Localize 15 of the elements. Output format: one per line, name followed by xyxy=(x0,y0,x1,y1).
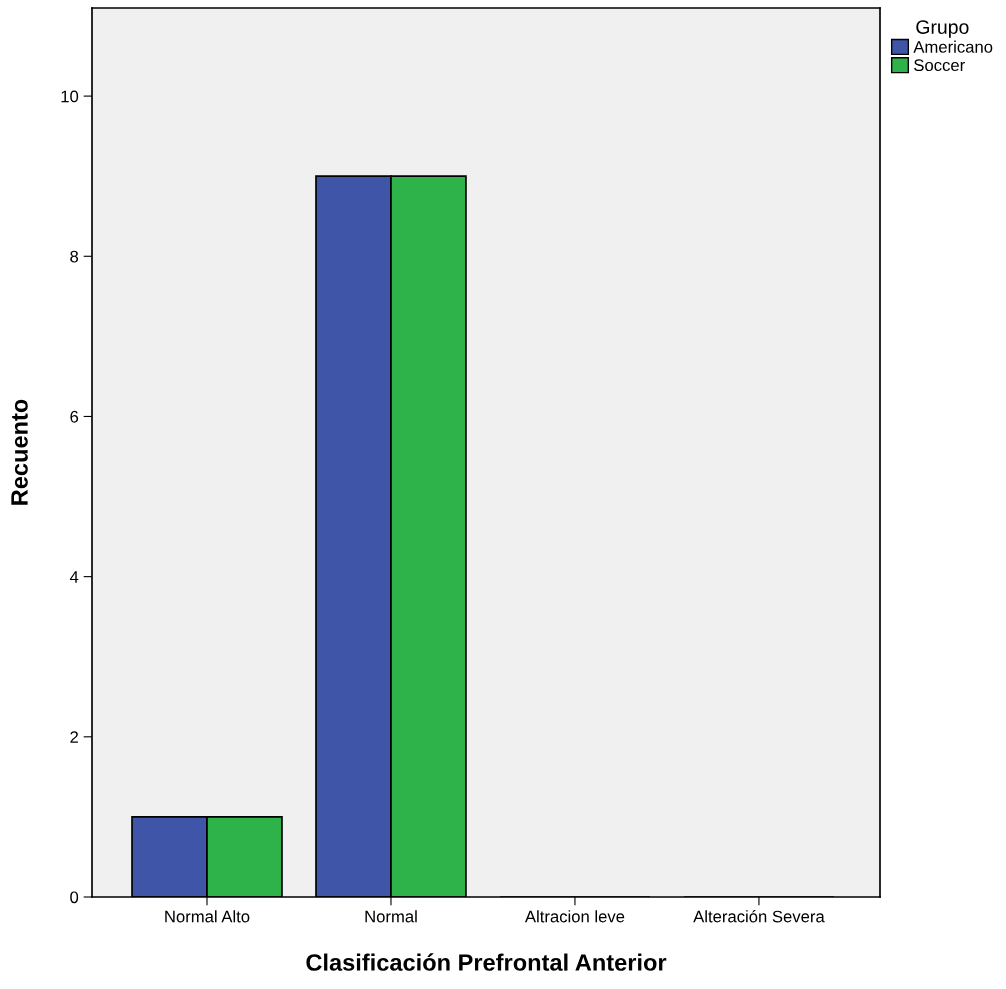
x-tick-label: Alteración Severa xyxy=(693,910,825,923)
y-tick-label: 10 xyxy=(61,90,79,103)
y-axis-title: Recuento xyxy=(11,399,28,505)
x-axis-title: Clasificación Prefrontal Anterior xyxy=(306,953,667,971)
y-tick-label: 0 xyxy=(70,891,79,904)
y-tick-label: 2 xyxy=(70,731,78,743)
legend-label: Americano xyxy=(913,40,993,53)
x-tick-label: Normal xyxy=(365,910,417,923)
legend-label: Soccer xyxy=(914,59,965,72)
x-tick-label: Normal Alto xyxy=(165,910,250,923)
legend-title: Grupo xyxy=(916,20,969,38)
y-tick-label: 6 xyxy=(70,410,79,423)
y-tick-label: 8 xyxy=(70,250,79,263)
y-tick-label: 4 xyxy=(69,571,79,583)
x-tick-label: Altracion leve xyxy=(524,910,625,923)
